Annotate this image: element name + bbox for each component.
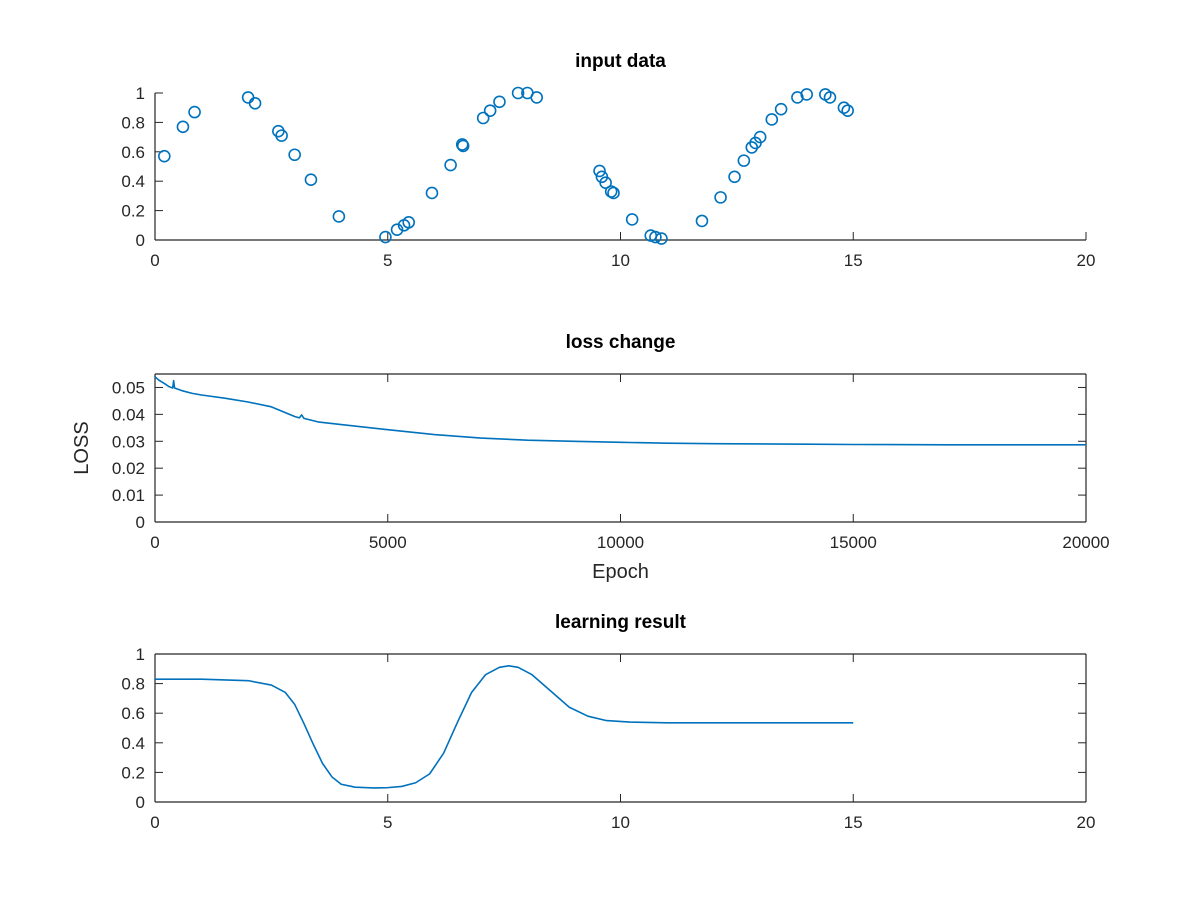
x-tick-label: 20	[1077, 251, 1096, 270]
data-point	[604, 185, 618, 198]
data-point	[765, 113, 779, 126]
data-point	[379, 230, 392, 244]
y-tick-label: 0.04	[112, 405, 145, 424]
chart-title: loss change	[566, 332, 676, 353]
y-tick-label: 0	[136, 793, 145, 812]
data-point	[607, 186, 620, 200]
data-point	[530, 91, 544, 104]
y-tick-label: 1	[136, 84, 145, 103]
data-point	[476, 111, 490, 125]
y-tick-label: 0.02	[112, 459, 145, 478]
data-point	[655, 232, 668, 245]
data-point	[158, 149, 171, 163]
data-point	[332, 210, 346, 223]
chart-panel-3: 0 5 10 15 20 0 0.2 0.4 0.6 0.8 1 learning result	[121, 612, 1095, 832]
chart-panel-1: 0 5 10 15 20 0 0.2 0.4 0.6 0.8 1 input data	[121, 51, 1095, 270]
data-point	[774, 102, 788, 116]
x-tick-label: 20000	[1062, 533, 1109, 552]
y-tick-label: 0.2	[121, 763, 145, 782]
data-point	[275, 129, 288, 142]
x-tick-label: 5	[383, 813, 392, 832]
data-point	[188, 105, 201, 119]
data-point	[737, 154, 751, 167]
x-tick-label: 5000	[369, 533, 407, 552]
y-tick-label: 0.05	[112, 378, 145, 397]
data-point	[823, 91, 837, 104]
x-tick-label: 15	[844, 251, 863, 270]
y-tick-label: 0.03	[112, 432, 145, 451]
data-point	[599, 176, 612, 189]
data-point	[483, 104, 497, 117]
y-axis-label: LOSS	[71, 421, 93, 474]
y-tick-label: 0.4	[121, 172, 145, 191]
x-tick-label: 10	[611, 813, 630, 832]
y-tick-label: 0.8	[121, 675, 145, 694]
y-tick-label: 0.01	[112, 486, 145, 505]
y-tick-label: 0	[136, 231, 145, 250]
x-tick-label: 0	[150, 251, 159, 270]
y-tick-label: 0.6	[121, 143, 145, 162]
y-tick-label: 1	[136, 645, 145, 664]
x-tick-label: 5	[383, 251, 392, 270]
series-line	[154, 376, 1086, 446]
x-tick-label: 20	[1077, 813, 1096, 832]
y-tick-label: 0	[136, 513, 145, 532]
data-point	[402, 216, 415, 229]
data-point	[695, 214, 709, 228]
data-point	[444, 158, 457, 172]
x-tick-label: 0	[150, 813, 159, 832]
x-tick-label: 10	[611, 251, 630, 270]
data-point	[456, 139, 470, 153]
x-tick-label: 0	[150, 533, 159, 552]
data-point	[753, 130, 767, 144]
data-point	[425, 186, 439, 200]
chart-title: input data	[575, 51, 666, 72]
data-point	[714, 191, 727, 204]
data-point	[841, 104, 854, 117]
data-point	[241, 91, 255, 104]
data-point	[728, 170, 741, 184]
data-point	[288, 148, 301, 162]
data-point	[649, 230, 662, 244]
data-point	[390, 223, 404, 237]
data-point	[511, 86, 525, 100]
data-point	[625, 213, 639, 226]
chart-title: learning result	[555, 612, 687, 633]
data-point	[837, 101, 851, 114]
series-line	[155, 665, 854, 789]
data-point	[800, 88, 814, 101]
x-axis-label: Epoch	[592, 561, 649, 583]
data-point	[593, 164, 606, 178]
y-tick-label: 0.4	[121, 734, 145, 753]
data-point	[176, 120, 190, 134]
data-point	[493, 95, 506, 109]
chart-panel-2: 0 5000 10000 15000 20000 0 0.01 0.02 0.03 0.04 0.0…	[71, 332, 1110, 583]
x-tick-label: 10000	[597, 533, 644, 552]
x-tick-label: 15	[844, 813, 863, 832]
y-tick-label: 0.2	[121, 202, 145, 221]
data-point	[304, 173, 318, 187]
x-tick-label: 15000	[830, 533, 877, 552]
y-tick-label: 0.6	[121, 704, 145, 723]
y-tick-label: 0.8	[121, 113, 145, 132]
data-point	[248, 96, 262, 110]
